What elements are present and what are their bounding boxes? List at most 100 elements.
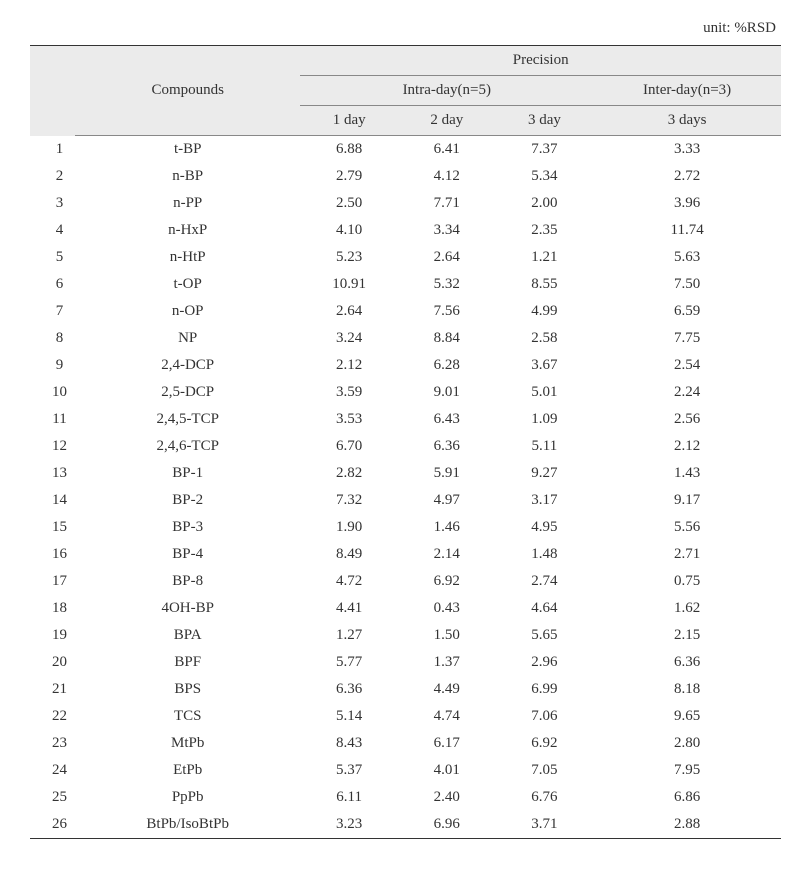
cell-index: 4	[30, 217, 75, 244]
table-row: 15BP-31.901.464.955.56	[30, 514, 781, 541]
cell-index: 8	[30, 325, 75, 352]
cell-index: 21	[30, 676, 75, 703]
header-day1: 1 day	[300, 106, 398, 136]
table-row: 20BPF5.771.372.966.36	[30, 649, 781, 676]
cell-day2: 0.43	[398, 595, 496, 622]
cell-inter: 5.56	[593, 514, 781, 541]
cell-index: 13	[30, 460, 75, 487]
cell-day1: 1.27	[300, 622, 398, 649]
cell-day1: 3.24	[300, 325, 398, 352]
cell-compound: NP	[75, 325, 300, 352]
table-row: 13BP-12.825.919.271.43	[30, 460, 781, 487]
table-row: 4n-HxP4.103.342.3511.74	[30, 217, 781, 244]
cell-day1: 5.23	[300, 244, 398, 271]
cell-index: 7	[30, 298, 75, 325]
cell-compound: n-HtP	[75, 244, 300, 271]
cell-index: 14	[30, 487, 75, 514]
header-index	[30, 46, 75, 136]
cell-inter: 0.75	[593, 568, 781, 595]
cell-day3: 1.21	[496, 244, 594, 271]
cell-index: 22	[30, 703, 75, 730]
cell-inter: 8.18	[593, 676, 781, 703]
cell-inter: 2.71	[593, 541, 781, 568]
cell-day3: 9.27	[496, 460, 594, 487]
cell-day3: 8.55	[496, 271, 594, 298]
cell-day1: 6.36	[300, 676, 398, 703]
cell-day2: 1.46	[398, 514, 496, 541]
cell-day1: 7.32	[300, 487, 398, 514]
cell-day1: 4.41	[300, 595, 398, 622]
cell-index: 2	[30, 163, 75, 190]
cell-day3: 5.65	[496, 622, 594, 649]
cell-day2: 8.84	[398, 325, 496, 352]
cell-inter: 1.62	[593, 595, 781, 622]
cell-day2: 6.96	[398, 811, 496, 839]
cell-day3: 4.95	[496, 514, 594, 541]
table-row: 2n-BP2.794.125.342.72	[30, 163, 781, 190]
cell-day3: 2.00	[496, 190, 594, 217]
cell-compound: 2,4-DCP	[75, 352, 300, 379]
cell-index: 11	[30, 406, 75, 433]
table-row: 25PpPb6.112.406.766.86	[30, 784, 781, 811]
cell-day1: 8.43	[300, 730, 398, 757]
cell-day3: 2.74	[496, 568, 594, 595]
cell-compound: n-OP	[75, 298, 300, 325]
cell-day1: 2.82	[300, 460, 398, 487]
precision-table: Compounds Precision Intra-day(n=5) Inter…	[30, 45, 781, 839]
cell-day1: 1.90	[300, 514, 398, 541]
cell-inter: 2.15	[593, 622, 781, 649]
cell-inter: 1.43	[593, 460, 781, 487]
table-row: 112,4,5-TCP3.536.431.092.56	[30, 406, 781, 433]
table-row: 184OH-BP4.410.434.641.62	[30, 595, 781, 622]
cell-day2: 6.36	[398, 433, 496, 460]
cell-day2: 2.40	[398, 784, 496, 811]
cell-inter: 7.95	[593, 757, 781, 784]
cell-day2: 2.14	[398, 541, 496, 568]
cell-compound: BP-3	[75, 514, 300, 541]
cell-day1: 10.91	[300, 271, 398, 298]
cell-day3: 3.17	[496, 487, 594, 514]
table-row: 23MtPb8.436.176.922.80	[30, 730, 781, 757]
cell-inter: 2.56	[593, 406, 781, 433]
cell-day1: 6.11	[300, 784, 398, 811]
cell-day2: 6.92	[398, 568, 496, 595]
cell-compound: 2,5-DCP	[75, 379, 300, 406]
cell-day1: 3.59	[300, 379, 398, 406]
cell-inter: 7.75	[593, 325, 781, 352]
table-row: 102,5-DCP3.599.015.012.24	[30, 379, 781, 406]
table-row: 6t-OP10.915.328.557.50	[30, 271, 781, 298]
table-row: 22TCS5.144.747.069.65	[30, 703, 781, 730]
cell-inter: 2.12	[593, 433, 781, 460]
cell-day2: 6.17	[398, 730, 496, 757]
cell-day1: 5.37	[300, 757, 398, 784]
cell-compound: BP-8	[75, 568, 300, 595]
cell-index: 1	[30, 136, 75, 164]
cell-inter: 2.80	[593, 730, 781, 757]
header-compounds: Compounds	[75, 46, 300, 136]
table-row: 16BP-48.492.141.482.71	[30, 541, 781, 568]
table-row: 14BP-27.324.973.179.17	[30, 487, 781, 514]
cell-day2: 7.56	[398, 298, 496, 325]
cell-inter: 6.59	[593, 298, 781, 325]
cell-day2: 4.12	[398, 163, 496, 190]
cell-inter: 2.88	[593, 811, 781, 839]
cell-compound: t-OP	[75, 271, 300, 298]
cell-day3: 1.48	[496, 541, 594, 568]
cell-compound: BP-4	[75, 541, 300, 568]
cell-compound: BPS	[75, 676, 300, 703]
cell-compound: PpPb	[75, 784, 300, 811]
table-row: 3n-PP2.507.712.003.96	[30, 190, 781, 217]
table-row: 7n-OP2.647.564.996.59	[30, 298, 781, 325]
cell-day2: 1.37	[398, 649, 496, 676]
cell-day1: 4.72	[300, 568, 398, 595]
unit-label: unit: %RSD	[30, 20, 781, 37]
cell-inter: 9.65	[593, 703, 781, 730]
cell-day2: 4.01	[398, 757, 496, 784]
cell-compound: 2,4,6-TCP	[75, 433, 300, 460]
cell-day3: 3.67	[496, 352, 594, 379]
cell-compound: t-BP	[75, 136, 300, 164]
cell-day2: 6.41	[398, 136, 496, 164]
cell-day1: 6.70	[300, 433, 398, 460]
cell-index: 25	[30, 784, 75, 811]
cell-compound: BP-1	[75, 460, 300, 487]
